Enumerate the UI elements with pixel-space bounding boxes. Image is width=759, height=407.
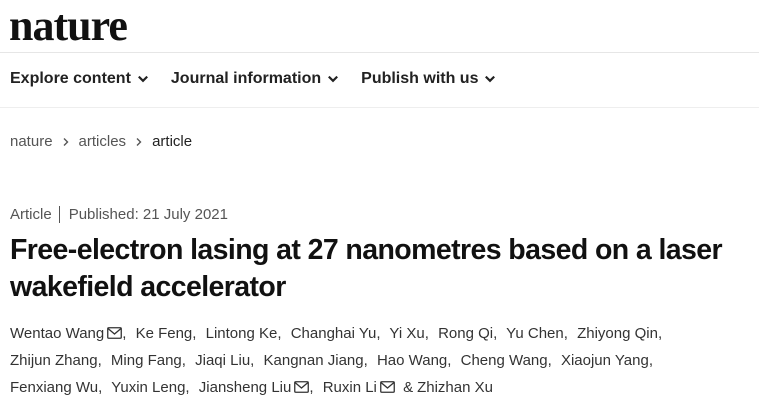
chevron-icon <box>63 137 69 146</box>
author: Zhiyong Qin, <box>577 325 667 342</box>
chevron-path <box>137 75 148 83</box>
separator: , <box>363 352 368 369</box>
envelope-flap <box>294 382 309 389</box>
author-name[interactable]: Jiaqi Liu <box>195 352 251 369</box>
author: Ming Fang, <box>111 352 191 369</box>
chevron-icon <box>485 75 496 83</box>
envelope-flap <box>380 382 395 389</box>
email-icon[interactable] <box>107 327 123 339</box>
chevron-path <box>63 137 69 146</box>
nav-item[interactable]: Explore content <box>10 70 149 88</box>
separator: , <box>250 352 255 369</box>
author-name[interactable]: Kangnan Jiang <box>263 352 364 369</box>
article-meta: Article Published: 21 July 2021 <box>10 206 228 223</box>
nav-item[interactable]: Journal information <box>171 70 339 88</box>
logo[interactable]: nature <box>9 1 128 50</box>
separator: , <box>648 352 653 369</box>
divider <box>0 107 759 108</box>
envelope <box>294 381 310 393</box>
author-name[interactable]: Zhiyong Qin <box>577 325 658 342</box>
author-name[interactable]: Ming Fang <box>110 352 182 369</box>
breadcrumb: nature articles article <box>10 133 192 150</box>
separator: , <box>192 325 197 342</box>
separator: , <box>563 325 568 342</box>
author-name[interactable]: Zhizhan Xu <box>417 379 493 396</box>
author-list: Wentao Wang, Ke Feng, Lintong Ke, Changh… <box>10 320 755 401</box>
author-name[interactable]: Fenxiang Wu <box>10 379 99 396</box>
separator: , <box>424 325 429 342</box>
author-name[interactable]: Rong Qi <box>438 325 494 342</box>
separator: , <box>122 325 127 342</box>
author: Ruxin Li <box>323 379 395 396</box>
author-name[interactable]: Lintong Ke <box>205 325 278 342</box>
envelope <box>107 327 123 339</box>
nav: Explore content Journal information Publis… <box>10 70 496 88</box>
chevron-icon <box>137 75 148 83</box>
author: Jiaqi Liu, <box>195 352 259 369</box>
article-title: Free-electron lasing at 27 nanometres ba… <box>10 234 723 303</box>
author: Jiansheng Liu, <box>199 379 319 396</box>
separator: , <box>376 325 381 342</box>
envelope-flap <box>107 328 122 335</box>
separator: , <box>493 325 498 342</box>
author: Wentao Wang, <box>10 325 131 342</box>
chevron-icon <box>136 137 142 146</box>
author-name[interactable]: Hao Wang <box>376 352 448 369</box>
author: Cheng Wang, <box>461 352 557 369</box>
author: Rong Qi, <box>438 325 502 342</box>
author: Yi Xu, <box>389 325 433 342</box>
author: Zhizhan Xu <box>417 379 493 396</box>
divider <box>0 52 759 53</box>
separator: , <box>547 352 552 369</box>
author: Yu Chen, <box>506 325 573 342</box>
nav-label[interactable]: Journal information <box>170 70 322 87</box>
author-name[interactable]: Changhai Yu <box>290 325 377 342</box>
author-name[interactable]: Ke Feng <box>135 325 193 342</box>
author-name[interactable]: Cheng Wang <box>460 352 548 369</box>
author: Kangnan Jiang, <box>264 352 373 369</box>
nav-label[interactable]: Publish with us <box>361 70 479 87</box>
separator: , <box>447 352 452 369</box>
chevron-path <box>328 75 339 83</box>
separator: , <box>181 352 186 369</box>
email-icon[interactable] <box>379 381 395 393</box>
chevron-icon <box>328 75 339 83</box>
separator: , <box>309 379 314 396</box>
publish-date: Published: 21 July 2021 <box>58 206 228 223</box>
breadcrumb-item[interactable]: articles <box>78 133 127 150</box>
author: Lintong Ke, <box>206 325 287 342</box>
author-name[interactable]: Xiaojun Yang <box>560 352 649 369</box>
author-name[interactable]: Yuxin Leng <box>111 379 186 396</box>
separator: , <box>657 325 663 342</box>
nav-label[interactable]: Explore content <box>10 70 131 87</box>
author: Hao Wang, <box>377 352 456 369</box>
author-name[interactable]: Yu Chen <box>506 325 564 342</box>
email-icon[interactable] <box>294 381 310 393</box>
author-name[interactable]: Wentao Wang <box>10 325 105 342</box>
nav-item[interactable]: Publish with us <box>361 70 496 88</box>
chevron-path <box>485 75 496 83</box>
separator: , <box>97 352 102 369</box>
author-name[interactable]: Yi Xu <box>389 325 425 342</box>
author: Ke Feng, <box>136 325 202 342</box>
author-name[interactable]: Jiansheng Liu <box>198 379 292 396</box>
separator: & <box>403 379 414 396</box>
breadcrumb-item[interactable]: nature <box>10 133 53 150</box>
author-name[interactable]: Zhijun Zhang <box>10 352 98 369</box>
separator: , <box>98 379 103 396</box>
author: Yuxin Leng, <box>111 379 194 396</box>
article-type: Article <box>10 206 52 223</box>
breadcrumb-item: article <box>152 133 193 150</box>
author: Xiaojun Yang, <box>561 352 658 369</box>
author-name[interactable]: Ruxin Li <box>322 379 377 396</box>
author: Fenxiang Wu, <box>10 379 107 396</box>
author: Changhai Yu, <box>291 325 386 342</box>
chevron-path <box>136 137 142 146</box>
separator: , <box>185 379 190 396</box>
author: Zhijun Zhang, <box>10 352 107 369</box>
separator: , <box>277 325 282 342</box>
